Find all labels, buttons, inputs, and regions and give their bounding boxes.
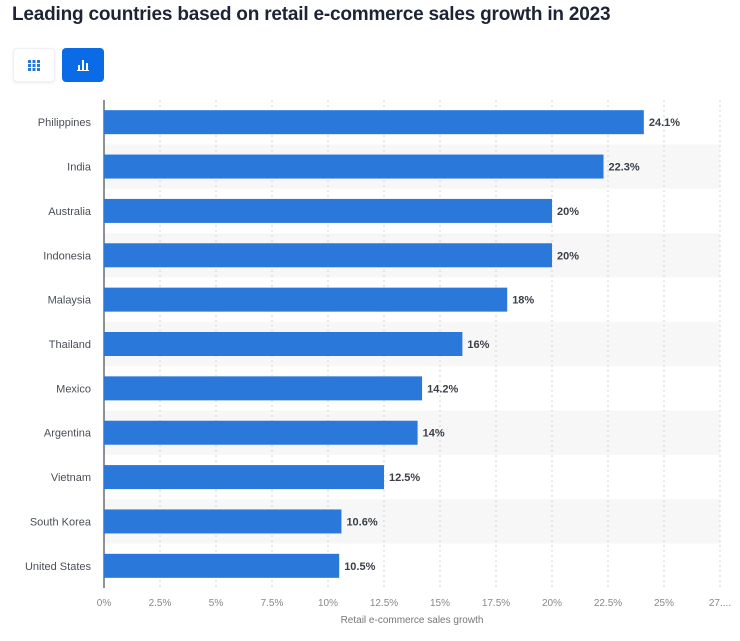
category-label: Argentina	[44, 428, 92, 440]
category-label: India	[67, 162, 92, 174]
x-tick-label: 0%	[97, 598, 112, 609]
data-label: 10.6%	[346, 516, 377, 528]
category-label: Indonesia	[43, 250, 92, 262]
x-tick-label: 17.5%	[482, 598, 510, 609]
data-label: 18%	[512, 295, 534, 307]
category-label: Thailand	[49, 339, 91, 351]
x-tick-label: 25%	[654, 598, 674, 609]
page-title: Leading countries based on retail e-comm…	[12, 4, 611, 25]
x-tick-label: 2.5%	[149, 598, 172, 609]
data-label: 20%	[557, 206, 579, 218]
bar	[104, 287, 508, 312]
data-label: 12.5%	[389, 472, 420, 484]
x-tick-label: 10%	[318, 598, 338, 609]
bar-chart-icon	[77, 60, 89, 71]
chart-view-button[interactable]	[62, 48, 104, 82]
x-tick-label: 20%	[542, 598, 562, 609]
data-label: 24.1%	[649, 117, 680, 129]
data-label: 16%	[467, 339, 489, 351]
bar	[104, 198, 552, 223]
data-label: 14%	[423, 428, 445, 440]
x-tick-label: 5%	[209, 598, 224, 609]
category-label: Philippines	[38, 117, 92, 129]
x-tick-label: 27....	[709, 598, 731, 609]
bar	[104, 332, 463, 356]
category-label: Vietnam	[51, 472, 91, 484]
category-label: South Korea	[30, 516, 92, 528]
bar	[104, 465, 384, 490]
bar	[104, 420, 418, 445]
bar	[104, 509, 342, 534]
table-view-button[interactable]	[13, 48, 55, 82]
grid-icon	[28, 59, 40, 71]
category-label: Mexico	[56, 383, 91, 395]
bar	[104, 110, 644, 135]
x-axis-title: Retail e-commerce sales growth	[341, 615, 484, 626]
data-label: 14.2%	[427, 383, 458, 395]
data-label: 22.3%	[609, 162, 640, 174]
category-label: Australia	[48, 206, 92, 218]
category-label: Malaysia	[48, 295, 92, 307]
x-tick-label: 15%	[430, 598, 450, 609]
bar	[104, 553, 340, 578]
x-tick-label: 12.5%	[370, 598, 398, 609]
x-tick-label: 7.5%	[261, 598, 284, 609]
data-label: 10.5%	[344, 561, 375, 573]
bar	[104, 243, 552, 268]
data-label: 20%	[557, 250, 579, 262]
category-label: United States	[25, 561, 92, 573]
bar	[104, 376, 423, 401]
x-tick-label: 22.5%	[594, 598, 622, 609]
bar	[104, 154, 604, 179]
